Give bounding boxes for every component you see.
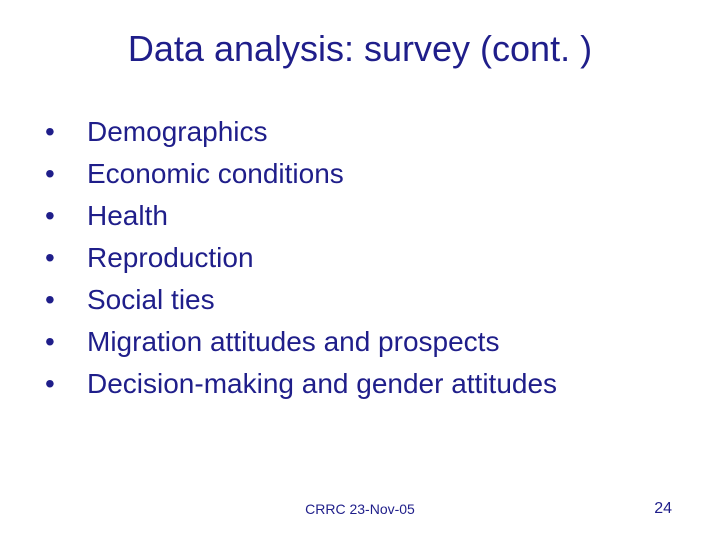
bullet-list: • Demographics • Economic conditions • H… xyxy=(0,80,720,401)
page-number: 24 xyxy=(654,500,672,518)
bullet-text: Health xyxy=(87,199,168,233)
bullet-icon: • xyxy=(45,367,87,401)
bullet-icon: • xyxy=(45,283,87,317)
bullet-text: Demographics xyxy=(87,115,268,149)
list-item: • Decision-making and gender attitudes xyxy=(45,367,720,401)
bullet-icon: • xyxy=(45,325,87,359)
bullet-icon: • xyxy=(45,157,87,191)
bullet-text: Reproduction xyxy=(87,241,254,275)
list-item: • Economic conditions xyxy=(45,157,720,191)
bullet-text: Decision-making and gender attitudes xyxy=(87,367,557,401)
bullet-text: Social ties xyxy=(87,283,215,317)
list-item: • Reproduction xyxy=(45,241,720,275)
bullet-text: Economic conditions xyxy=(87,157,344,191)
list-item: • Demographics xyxy=(45,115,720,149)
bullet-icon: • xyxy=(45,199,87,233)
slide-footer: CRRC 23-Nov-05 24 xyxy=(0,500,720,518)
list-item: • Migration attitudes and prospects xyxy=(45,325,720,359)
list-item: • Health xyxy=(45,199,720,233)
list-item: • Social ties xyxy=(45,283,720,317)
bullet-icon: • xyxy=(45,115,87,149)
bullet-text: Migration attitudes and prospects xyxy=(87,325,499,359)
bullet-icon: • xyxy=(45,241,87,275)
footer-date: CRRC 23-Nov-05 xyxy=(305,501,415,517)
slide-title: Data analysis: survey (cont. ) xyxy=(0,0,720,80)
